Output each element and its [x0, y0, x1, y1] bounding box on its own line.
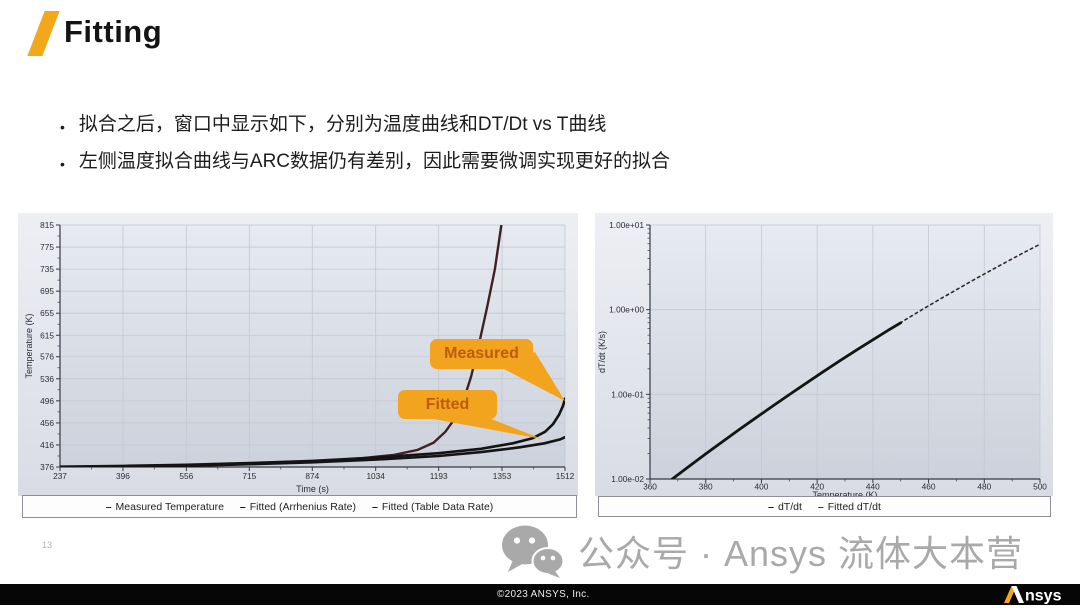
wechat-icon: [502, 525, 564, 578]
footer-copyright: ©2023 ANSYS, Inc.: [497, 589, 590, 600]
svg-text:576: 576: [40, 352, 54, 362]
legend-item: – Measured Temperature: [106, 501, 224, 513]
svg-text:380: 380: [699, 482, 713, 492]
svg-text:815: 815: [40, 220, 54, 230]
svg-text:Temperature (K): Temperature (K): [24, 313, 34, 378]
legend-marker: –: [371, 500, 378, 513]
bullet-list: • 拟合之后，窗口中显示如下，分别为温度曲线和DT/Dt vs T曲线 • 左侧…: [60, 113, 1020, 187]
svg-text:dT/dt (K/s): dT/dt (K/s): [597, 331, 607, 373]
svg-text:655: 655: [40, 308, 54, 318]
svg-text:874: 874: [305, 471, 319, 481]
svg-text:Time (s): Time (s): [296, 484, 329, 494]
title-slash-icon: [27, 11, 60, 56]
svg-text:Temperature (K): Temperature (K): [812, 490, 877, 496]
svg-text:500: 500: [1033, 482, 1047, 492]
svg-text:496: 496: [40, 396, 54, 406]
svg-text:1034: 1034: [366, 471, 385, 481]
legend-marker: –: [768, 500, 774, 513]
svg-text:237: 237: [53, 471, 67, 481]
svg-text:775: 775: [40, 242, 54, 252]
legend-marker: –: [105, 500, 112, 513]
svg-text:416: 416: [40, 440, 54, 450]
svg-text:1512: 1512: [556, 471, 575, 481]
legend-label: dT/dt: [777, 500, 802, 513]
svg-text:456: 456: [40, 418, 54, 428]
footer-bar: ©2023 ANSYS, Inc. nsys: [0, 584, 1080, 605]
bullet-text: 拟合之后，窗口中显示如下，分别为温度曲线和DT/Dt vs T曲线: [78, 114, 607, 135]
svg-text:420: 420: [810, 482, 824, 492]
bullet-dot-icon: •: [60, 119, 65, 135]
svg-text:536: 536: [40, 374, 54, 384]
legend-marker: –: [817, 500, 824, 513]
legend-item: – Fitted (Table Data Rate): [372, 501, 493, 513]
bullet-item: • 拟合之后，窗口中显示如下，分别为温度曲线和DT/Dt vs T曲线: [60, 113, 1020, 139]
measured-callout: Measured: [430, 339, 533, 369]
bullet-item: • 左侧温度拟合曲线与ARC数据仍有差别，因此需要微调实现更好的拟合: [60, 150, 1020, 176]
svg-text:1.00e+00: 1.00e+00: [609, 305, 644, 315]
watermark-text: 公众号 · Ansys 流体大本营: [578, 533, 1024, 574]
svg-text:400: 400: [755, 482, 769, 492]
svg-text:695: 695: [40, 286, 54, 296]
page-number: 13: [42, 540, 53, 550]
svg-text:440: 440: [866, 482, 880, 492]
fitted-callout: Fitted: [398, 390, 497, 419]
svg-text:1.00e-02: 1.00e-02: [611, 474, 644, 484]
legend-label: Fitted dT/dt: [827, 500, 881, 513]
bullet-dot-icon: •: [60, 156, 65, 172]
svg-text:nsys: nsys: [1025, 588, 1062, 605]
svg-text:460: 460: [922, 482, 936, 492]
dtdt-chart: 360 380 400 420 440 460 480 500 1.00e+01 1.00e+00…: [595, 213, 1053, 496]
svg-text:1.00e+01: 1.00e+01: [609, 220, 644, 230]
bullet-text: 左侧温度拟合曲线与ARC数据仍有差别，因此需要微调实现更好的拟合: [78, 151, 671, 172]
page-title: Fitting: [64, 14, 163, 49]
legend-item: – Fitted (Arrhenius Rate): [240, 501, 356, 513]
legend-item: – dT/dt: [768, 501, 802, 513]
svg-text:376: 376: [40, 462, 54, 472]
legend-label: Measured Temperature: [115, 500, 224, 513]
svg-text:1193: 1193: [430, 471, 448, 481]
svg-text:360: 360: [643, 482, 657, 492]
svg-text:1.00e-01: 1.00e-01: [611, 389, 644, 399]
svg-text:1353: 1353: [493, 471, 512, 481]
dtdt-chart-legend: – dT/dt – Fitted dT/dt: [598, 496, 1051, 517]
watermark: 公众号 · Ansys 流体大本营: [500, 524, 1023, 578]
dtdt-chart-plot: 360 380 400 420 440 460 480 500 1.00e+01 1.00e+00…: [597, 220, 1047, 496]
temperature-chart-legend: – Measured Temperature – Fitted (Arrhenius …: [22, 495, 577, 518]
legend-label: Fitted (Arrhenius Rate): [249, 500, 356, 513]
svg-text:556: 556: [179, 471, 193, 481]
svg-text:735: 735: [40, 264, 54, 274]
legend-item: – Fitted dT/dt: [818, 501, 881, 513]
svg-text:396: 396: [116, 471, 130, 481]
legend-label: Fitted (Table Data Rate): [381, 500, 494, 513]
svg-text:615: 615: [40, 330, 54, 340]
svg-text:480: 480: [977, 482, 991, 492]
svg-text:715: 715: [242, 471, 256, 481]
legend-marker: –: [239, 500, 246, 513]
ansys-logo: nsys: [1004, 586, 1062, 605]
